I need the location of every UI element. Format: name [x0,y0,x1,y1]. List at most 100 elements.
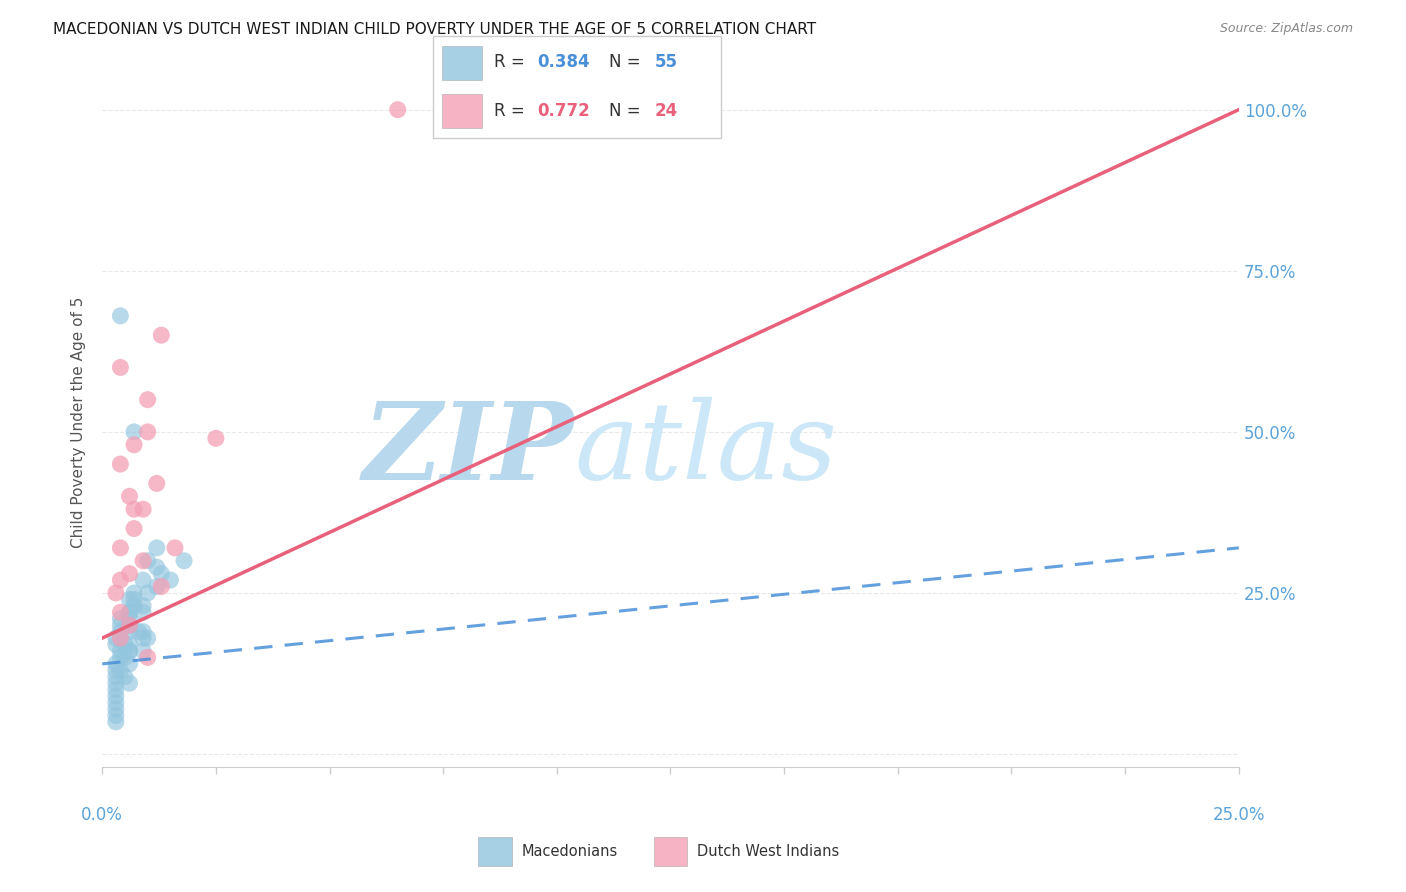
Point [122,425,145,439]
Point [173,554,195,568]
Point [118,618,141,632]
Point [150,328,173,343]
Point [104,714,127,729]
Point [136,392,159,407]
Point [122,522,145,536]
Point [145,580,167,594]
Point [118,489,141,503]
Point [118,605,141,619]
Point [110,644,132,658]
Point [118,644,141,658]
Y-axis label: Child Poverty Under the Age of 5: Child Poverty Under the Age of 5 [72,296,86,548]
Point [132,502,155,516]
Point [110,457,132,471]
Point [150,580,173,594]
Point [118,605,141,619]
Text: MACEDONIAN VS DUTCH WEST INDIAN CHILD POVERTY UNDER THE AGE OF 5 CORRELATION CHA: MACEDONIAN VS DUTCH WEST INDIAN CHILD PO… [53,22,817,37]
Point [104,638,127,652]
Point [118,676,141,690]
Point [122,502,145,516]
Point [118,624,141,639]
Point [136,554,159,568]
Point [122,592,145,607]
Point [110,650,132,665]
Point [145,476,167,491]
Point [118,566,141,581]
Point [132,631,155,645]
Point [104,682,127,697]
Point [122,599,145,613]
Point [110,612,132,626]
Point [114,638,136,652]
Point [110,309,132,323]
Point [104,670,127,684]
Point [163,541,186,555]
Text: ZIP: ZIP [363,397,574,503]
Point [118,612,141,626]
FancyBboxPatch shape [654,838,688,866]
Point [136,631,159,645]
Point [132,605,155,619]
Point [136,586,159,600]
Text: N =: N = [609,102,645,120]
Point [110,541,132,555]
Point [110,663,132,677]
Text: 0.384: 0.384 [537,54,589,71]
Point [159,573,181,587]
Point [114,670,136,684]
FancyBboxPatch shape [441,46,482,79]
Point [118,644,141,658]
Point [114,650,136,665]
Point [104,586,127,600]
Text: 0.772: 0.772 [537,102,589,120]
Text: 0.0%: 0.0% [82,805,124,823]
Point [132,599,155,613]
Text: Dutch West Indians: Dutch West Indians [697,845,839,859]
Point [110,573,132,587]
Point [104,696,127,710]
Point [132,554,155,568]
Point [110,360,132,375]
Point [118,657,141,671]
FancyBboxPatch shape [441,95,482,128]
Point [104,631,127,645]
Point [145,560,167,574]
Text: N =: N = [609,54,645,71]
Point [104,676,127,690]
Point [110,631,132,645]
Point [136,425,159,439]
Point [118,618,141,632]
Point [205,431,228,445]
Point [104,663,127,677]
Text: R =: R = [494,102,530,120]
Point [110,624,132,639]
Text: Source: ZipAtlas.com: Source: ZipAtlas.com [1219,22,1353,36]
Point [387,103,409,117]
Point [110,605,132,619]
Point [122,438,145,452]
Point [128,624,150,639]
FancyBboxPatch shape [433,36,721,138]
Text: 24: 24 [655,102,678,120]
Point [132,644,155,658]
Point [110,618,132,632]
Point [136,650,159,665]
Point [150,566,173,581]
Text: atlas: atlas [574,397,837,502]
Point [104,702,127,716]
Text: 55: 55 [655,54,678,71]
Point [132,573,155,587]
Text: 25.0%: 25.0% [1212,805,1265,823]
Point [104,708,127,723]
Point [118,592,141,607]
Point [118,618,141,632]
Point [122,586,145,600]
Point [132,624,155,639]
Text: Macedonians: Macedonians [522,845,619,859]
Point [104,689,127,703]
Point [145,541,167,555]
FancyBboxPatch shape [478,838,512,866]
Point [110,631,132,645]
Text: R =: R = [494,54,530,71]
Point [104,657,127,671]
